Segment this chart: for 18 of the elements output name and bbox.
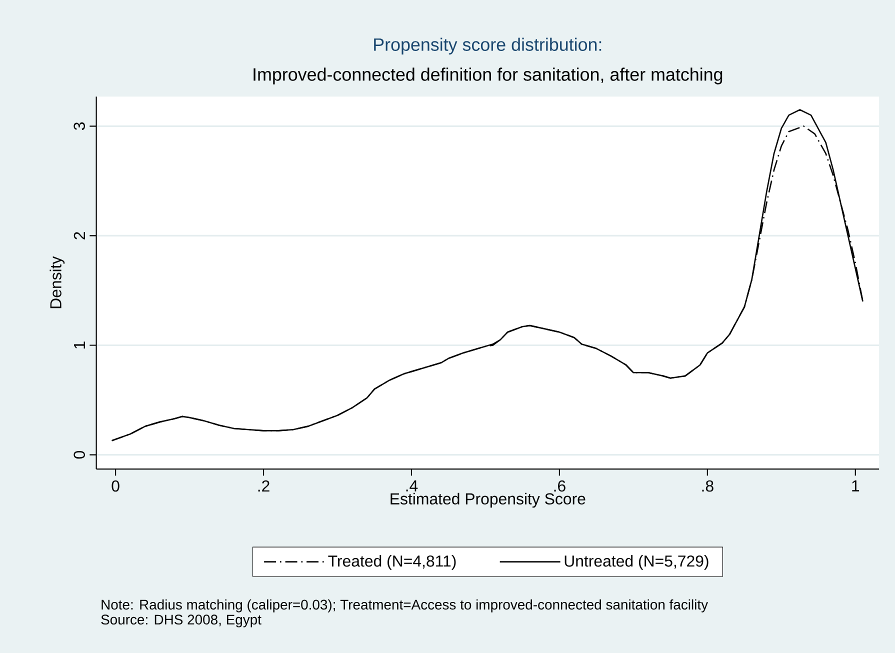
x-tick-label: .4	[406, 480, 418, 492]
chart-subtitle: Improved-connected definition for sanitation, after matching	[254, 68, 722, 84]
x-tick-label: .2	[258, 480, 270, 492]
text: Note: Radius matching (caliper=0.03); Treatment=Access to improved-connected sanitation facility	[102, 599, 708, 612]
y-tick-label: 3	[74, 122, 85, 130]
chart-title: Propensity score distribution:	[374, 38, 602, 54]
y-tick-label: 0	[74, 450, 85, 458]
x-tick-label: .8	[702, 480, 714, 492]
legend-label: Treated (N=4,811)	[328, 554, 456, 570]
source-note: Source: DHS 2008, Egypt	[101, 614, 262, 628]
x-tick-label: .6	[554, 480, 566, 492]
x-tick-label: 0	[112, 480, 120, 492]
x-axis-title: Estimated Propensity Score	[390, 492, 586, 508]
y-tick-label: 1	[74, 341, 85, 348]
y-axis-title: Density	[50, 256, 65, 308]
legend-label: Untreated (N=5,729)	[564, 554, 708, 570]
x-tick-label: 1	[852, 480, 860, 492]
y-tick-label: 2	[74, 232, 85, 240]
